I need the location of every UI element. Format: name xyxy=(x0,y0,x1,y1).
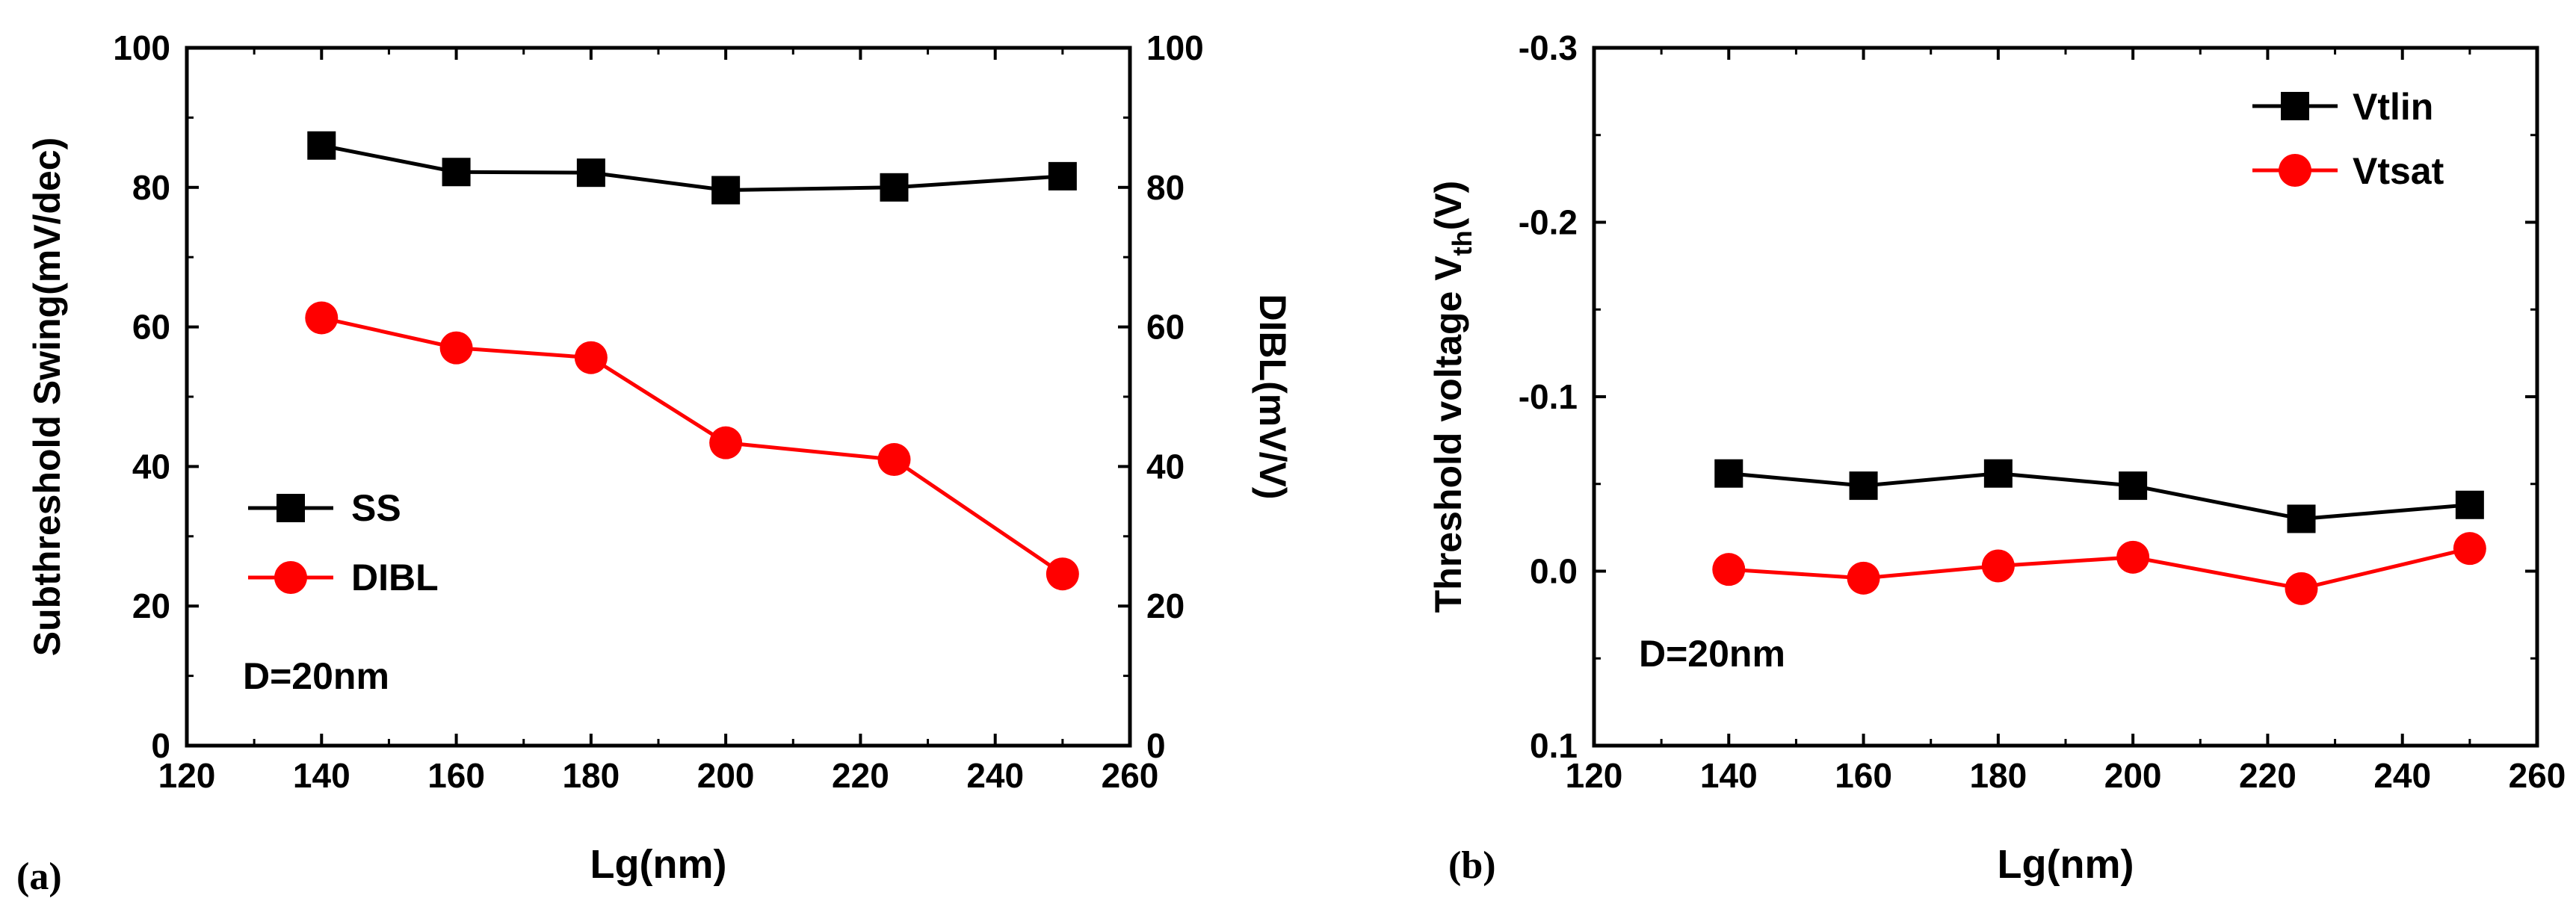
legend-vtlin-label: Vtlin xyxy=(2353,86,2433,128)
y-axis-right-a: 0 20 40 60 80 100 xyxy=(1118,28,1204,765)
y-axis-right-label-a: DIBL(mV/V) xyxy=(1252,294,1294,500)
data-point-ss xyxy=(880,173,909,202)
series-line-ss xyxy=(321,143,1063,193)
legend-b: Vtlin Vtsat xyxy=(2252,86,2444,192)
y-axis-left-label-a: Subthreshold Swing(mV/dec) xyxy=(26,137,68,656)
y2-tick-label: 80 xyxy=(1146,168,1184,207)
series-line-vtsat xyxy=(1729,546,2471,591)
y-axis-label-b-main: Threshold voltage V xyxy=(1427,256,1469,613)
x-tick-label: 220 xyxy=(832,756,889,795)
series-line-vtlin xyxy=(1729,471,2471,521)
data-point-ss xyxy=(576,158,605,188)
y-tick-label: 100 xyxy=(113,28,170,67)
y-tick-label: -0.3 xyxy=(1519,28,1578,67)
x-axis-label-a: Lg(nm) xyxy=(590,842,727,887)
legend-vtlin-marker xyxy=(2281,92,2309,120)
y-axis-label-b: Threshold voltage Vth(V) xyxy=(1427,181,1477,613)
x-axis-a: 120 140 160 180 200 220 240 260 xyxy=(158,48,1159,795)
x-tick-label: 260 xyxy=(1102,756,1159,795)
x-tick-label: 120 xyxy=(158,756,216,795)
y2-tick-label: 40 xyxy=(1146,447,1184,486)
series-group-b xyxy=(1712,459,2486,605)
x-tick-label: 180 xyxy=(562,756,620,795)
data-point-vtlin xyxy=(1983,459,2013,488)
x-tick-label: 220 xyxy=(2239,756,2297,795)
y-tick-label: 40 xyxy=(132,447,170,486)
y2-tick-label: 60 xyxy=(1146,308,1184,347)
y-tick-label: 20 xyxy=(132,586,170,625)
panel-a: 120 140 160 180 200 220 240 260 0 20 40 60 80 100 0 2… xyxy=(16,28,1294,898)
panel-b: 120 140 160 180 200 220 240 260 0.1 0.0 -0.1 -0.2 -… xyxy=(1427,28,2566,887)
x-tick-label: 180 xyxy=(1969,756,2027,795)
x-tick-label: 120 xyxy=(1566,756,1623,795)
data-point-dibl xyxy=(877,443,911,477)
y2-tick-label: 100 xyxy=(1146,28,1204,67)
data-point-ss xyxy=(307,131,336,160)
data-point-vtlin xyxy=(1849,471,1878,501)
data-point-vtsat xyxy=(2453,532,2486,566)
data-point-vtlin xyxy=(2287,504,2316,533)
data-point-ss xyxy=(442,158,471,187)
y2-tick-label: 20 xyxy=(1146,586,1184,625)
data-point-dibl xyxy=(439,331,473,365)
y-axis-left-a: 0 20 40 60 80 100 xyxy=(113,28,199,765)
data-point-vtlin xyxy=(1714,459,1743,488)
x-tick-label: 200 xyxy=(697,756,755,795)
y-tick-label: -0.2 xyxy=(1519,203,1578,242)
data-point-dibl xyxy=(305,301,339,335)
y-tick-label: 0.0 xyxy=(1530,552,1578,591)
x-tick-label: 240 xyxy=(2373,756,2431,795)
y-axis-label-b-tail: (V) xyxy=(1427,181,1469,231)
y-tick-label: 0 xyxy=(151,726,170,765)
legend-vtsat-marker xyxy=(2279,154,2311,187)
series-line-dibl xyxy=(321,316,1064,576)
data-point-vtlin xyxy=(2455,490,2484,519)
x-tick-label: 240 xyxy=(966,756,1024,795)
y-tick-label: 60 xyxy=(132,308,170,347)
panel-label-a: (a) xyxy=(16,855,62,898)
x-tick-label: 260 xyxy=(2509,756,2566,795)
data-point-ss xyxy=(1048,161,1077,191)
data-point-vtsat xyxy=(2285,572,2318,605)
legend-a: SS DIBL xyxy=(248,487,439,598)
y-axis-label-b-sub: th xyxy=(1447,230,1477,256)
x-axis-b: 120 140 160 180 200 220 240 260 xyxy=(1566,48,2566,795)
annotation-a: D=20nm xyxy=(243,655,389,697)
data-point-dibl xyxy=(709,426,743,459)
x-tick-label: 140 xyxy=(293,756,350,795)
y-tick-label: 80 xyxy=(132,168,170,207)
legend-ss-marker xyxy=(277,494,305,522)
y2-tick-label: 0 xyxy=(1146,726,1166,765)
data-point-vtsat xyxy=(1981,549,2015,583)
x-tick-label: 160 xyxy=(427,756,485,795)
data-point-dibl xyxy=(574,341,608,374)
legend-vtsat-label: Vtsat xyxy=(2353,150,2444,192)
data-point-vtsat xyxy=(1712,553,1746,586)
y-tick-label: 0.1 xyxy=(1530,726,1578,765)
x-axis-label-b: Lg(nm) xyxy=(1998,842,2134,887)
legend-ss-label: SS xyxy=(351,487,401,529)
legend-dibl-label: DIBL xyxy=(351,557,439,598)
data-point-dibl xyxy=(1045,557,1079,591)
annotation-b: D=20nm xyxy=(1639,633,1785,675)
data-point-vtsat xyxy=(1847,561,1880,595)
data-point-vtsat xyxy=(2116,540,2150,574)
panel-label-b: (b) xyxy=(1448,844,1496,887)
x-tick-label: 140 xyxy=(1700,756,1758,795)
y-tick-label: -0.1 xyxy=(1519,377,1578,416)
y-axis-b: 0.1 0.0 -0.1 -0.2 -0.3 xyxy=(1519,28,2537,765)
x-tick-label: 160 xyxy=(1835,756,1892,795)
series-group-a xyxy=(305,131,1079,591)
x-tick-label: 200 xyxy=(2104,756,2162,795)
legend-dibl-marker xyxy=(274,561,307,594)
data-point-vtlin xyxy=(2119,471,2148,501)
data-point-ss xyxy=(711,176,741,205)
